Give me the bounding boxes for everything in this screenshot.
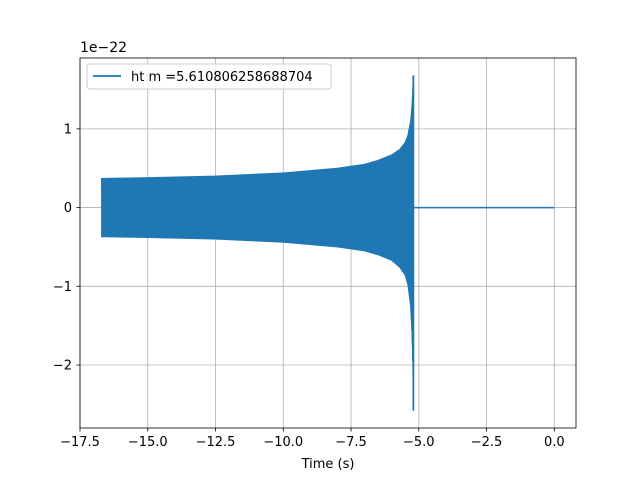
series-layer [101,75,555,411]
axes-frame [79,57,577,429]
ticks-layer: −17.5 −15.0 −12.5 −10.0 −7.5 −5.0 −2.5 0.0 1 0 −1 −… [53,122,565,450]
y-tick-label: 1 [64,122,72,137]
x-tick-label: −12.5 [196,435,236,450]
x-axis-label: Time (s) [301,457,355,472]
series-oscillation [101,75,414,392]
x-tick-label: −17.5 [60,435,100,450]
legend-box [86,63,332,90]
legend: ht m =5.610806258688704 [86,63,332,90]
y-tick-label: −2 [53,359,72,374]
x-tick-label: −10.0 [263,435,303,450]
x-tick-label: −2.5 [471,435,503,450]
y-tick-label: 0 [64,201,72,216]
x-tick-label: −7.5 [335,435,367,450]
y-offset-text: 1e−22 [80,40,127,56]
legend-label: ht m =5.610806258688704 [131,70,313,85]
x-tick-label: −15.0 [128,435,168,450]
y-tick-label: −1 [53,280,72,295]
x-tick-label: −5.0 [403,435,435,450]
x-tick-label: 0.0 [544,435,565,450]
